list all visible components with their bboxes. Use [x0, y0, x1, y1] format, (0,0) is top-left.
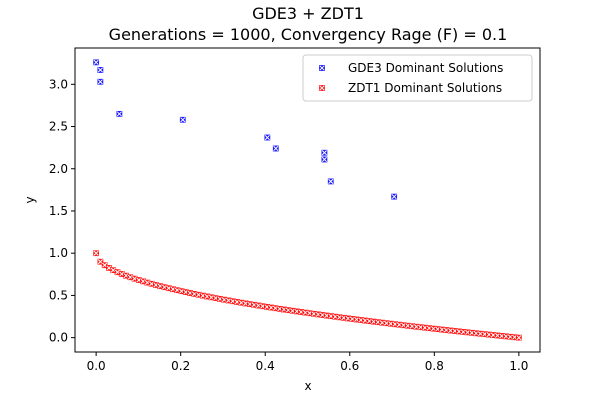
x-tick-label: 0.4 — [256, 359, 275, 373]
legend-label: GDE3 Dominant Solutions — [348, 61, 503, 75]
gde3-point — [179, 116, 186, 123]
legend-frame — [302, 54, 533, 102]
zdt1-point — [93, 250, 100, 257]
chart-subtitle: Generations = 1000, Convergency Rage (F)… — [109, 25, 508, 44]
x-tick-label: 0.8 — [425, 359, 444, 373]
gde3-point — [93, 59, 100, 66]
gde3-point — [97, 78, 104, 85]
legend-marker — [319, 85, 325, 91]
legend: GDE3 Dominant Solutions ZDT1 Dominant Sol… — [302, 54, 533, 102]
zdt1-point — [515, 334, 522, 341]
chart-title: GDE3 + ZDT1 — [252, 4, 364, 23]
y-tick-label: 1.0 — [49, 246, 68, 260]
y-tick-label: 3.0 — [49, 77, 68, 91]
gde3-point — [116, 110, 123, 117]
y-tick-label: 2.0 — [49, 162, 68, 176]
y-axis-label: y — [23, 196, 37, 203]
legend-marker — [319, 65, 325, 71]
gde3-point — [391, 193, 398, 200]
gde3-point — [264, 134, 271, 141]
y-tick-label: 2.5 — [49, 120, 68, 134]
gde3-point — [327, 178, 334, 185]
y-tick-label: 1.5 — [49, 204, 68, 218]
x-axis-label: x — [304, 379, 311, 393]
x-tick-label: 1.0 — [509, 359, 528, 373]
y-tick-label: 0.0 — [49, 331, 68, 345]
x-tick-label: 0.2 — [171, 359, 190, 373]
legend-label: ZDT1 Dominant Solutions — [348, 81, 502, 95]
gde3-point — [321, 149, 328, 156]
x-tick-label: 0.6 — [340, 359, 359, 373]
gde3-point — [321, 156, 328, 163]
plot-frame — [74, 47, 541, 353]
gde3-point — [97, 67, 104, 73]
x-tick-label: 0.0 — [87, 359, 106, 373]
gde3-point — [272, 145, 279, 152]
y-tick-label: 0.5 — [49, 288, 68, 302]
